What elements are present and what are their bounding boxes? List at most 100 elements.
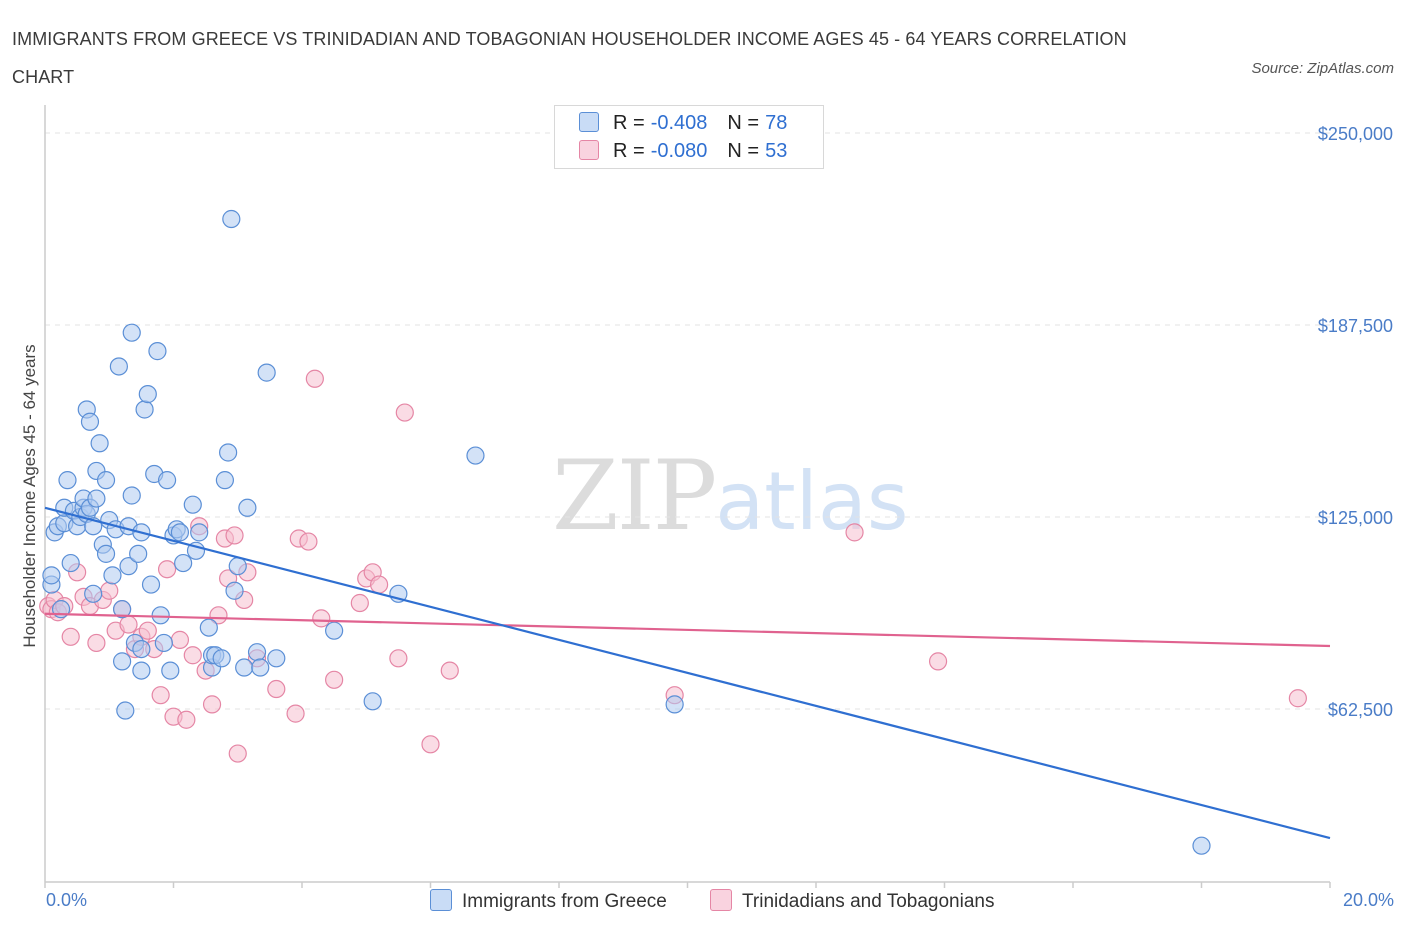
- point-greece: [267, 649, 286, 668]
- source-credit: Source: ZipAtlas.com: [1251, 60, 1394, 77]
- point-trinidad: [138, 621, 157, 640]
- point-trinidad: [845, 523, 864, 542]
- point-trinidad: [305, 369, 324, 388]
- point-greece: [96, 544, 116, 563]
- point-trinidad: [440, 661, 459, 680]
- y-tick-label: $187,500: [1318, 316, 1393, 336]
- legend-r-value: -0.080: [650, 140, 708, 162]
- point-greece: [116, 701, 135, 720]
- bottom-legend-greece: Immigrants from Greece: [430, 889, 667, 913]
- y-tick-label: $62,500: [1328, 700, 1393, 720]
- point-greece: [135, 400, 154, 419]
- point-trinidad: [170, 630, 190, 649]
- point-trinidad: [928, 652, 948, 671]
- watermark-atlas: atlas: [715, 455, 909, 548]
- point-trinidad: [119, 615, 138, 634]
- point-greece: [247, 643, 267, 662]
- x-tick-label-min: 0.0%: [46, 890, 88, 910]
- point-greece: [174, 553, 193, 573]
- point-greece: [251, 658, 270, 677]
- point-trinidad: [395, 403, 414, 422]
- legend-swatch-greece: [579, 112, 599, 132]
- point-trinidad: [286, 704, 305, 723]
- point-greece: [141, 575, 161, 594]
- legend-r-label: R =: [613, 112, 645, 134]
- point-trinidad: [370, 575, 389, 594]
- y-tick-label: $125,000: [1318, 508, 1393, 528]
- point-greece: [219, 443, 238, 462]
- bottom-legend-swatch-greece: [430, 889, 452, 911]
- point-trinidad: [87, 633, 106, 653]
- point-greece: [132, 639, 151, 659]
- point-greece: [157, 471, 177, 490]
- legend-row-trinidad: R = -0.080 N = 53: [579, 140, 787, 166]
- point-trinidad: [267, 679, 286, 699]
- point-greece: [119, 557, 138, 576]
- point-greece: [199, 618, 218, 637]
- point-greece: [466, 446, 485, 465]
- point-greece: [325, 621, 344, 640]
- point-trinidad: [202, 695, 222, 714]
- point-trinidad: [1288, 689, 1307, 708]
- point-greece: [235, 658, 254, 677]
- point-greece: [138, 385, 157, 404]
- point-greece: [112, 652, 132, 671]
- point-greece: [96, 471, 116, 490]
- point-greece: [109, 357, 128, 376]
- point-greece: [90, 434, 109, 453]
- point-trinidad: [421, 735, 440, 754]
- point-greece: [161, 661, 180, 680]
- point-trinidad: [228, 744, 247, 763]
- point-greece: [212, 649, 231, 668]
- point-greece: [215, 471, 234, 490]
- point-greece: [170, 523, 190, 542]
- point-trinidad: [183, 646, 202, 665]
- point-greece: [80, 412, 100, 431]
- legend-row-greece: R = -0.408 N = 78: [579, 112, 787, 138]
- point-greece: [58, 471, 77, 490]
- point-greece: [84, 584, 103, 603]
- point-greece: [112, 600, 132, 619]
- point-trinidad: [325, 670, 344, 689]
- point-trinidad: [225, 526, 244, 545]
- watermark: ZIPatlas: [552, 440, 909, 552]
- point-greece: [257, 363, 276, 382]
- point-greece: [228, 557, 247, 576]
- point-trinidad: [157, 560, 177, 579]
- point-greece: [151, 606, 170, 625]
- trendline-trinidad: [44, 612, 1331, 648]
- point-trinidad: [389, 649, 408, 668]
- point-greece: [132, 661, 151, 680]
- point-greece: [103, 566, 122, 585]
- point-greece: [183, 495, 202, 514]
- trendline-greece: [44, 506, 1331, 840]
- point-trinidad: [209, 606, 228, 625]
- point-trinidad: [100, 581, 119, 600]
- point-trinidad: [61, 627, 80, 646]
- point-greece: [1192, 836, 1211, 855]
- point-greece: [122, 486, 141, 505]
- legend-n-value: 78: [765, 112, 788, 134]
- point-greece: [122, 323, 141, 342]
- point-greece: [61, 553, 80, 573]
- point-trinidad: [177, 710, 196, 729]
- point-greece: [238, 498, 257, 517]
- legend-swatch-trinidad: [579, 140, 599, 160]
- point-trinidad: [350, 593, 369, 613]
- point-greece: [87, 489, 106, 508]
- point-trinidad: [299, 532, 318, 551]
- legend-n-value: 53: [765, 140, 788, 162]
- bottom-legend-label-trinidad: Trinidadians and Tobagonians: [742, 891, 995, 912]
- y-tick-label: $250,000: [1318, 124, 1393, 144]
- point-greece: [665, 695, 684, 714]
- legend-r-label: R =: [613, 140, 645, 162]
- watermark-zip: ZIP: [552, 440, 717, 552]
- legend-n-label: N =: [727, 140, 760, 162]
- point-greece: [129, 544, 148, 563]
- point-greece: [225, 581, 244, 600]
- bottom-legend-label-greece: Immigrants from Greece: [462, 891, 667, 912]
- point-greece: [42, 566, 61, 585]
- chart-title: IMMIGRANTS FROM GREECE VS TRINIDADIAN AN…: [12, 29, 1127, 87]
- point-greece: [148, 342, 167, 361]
